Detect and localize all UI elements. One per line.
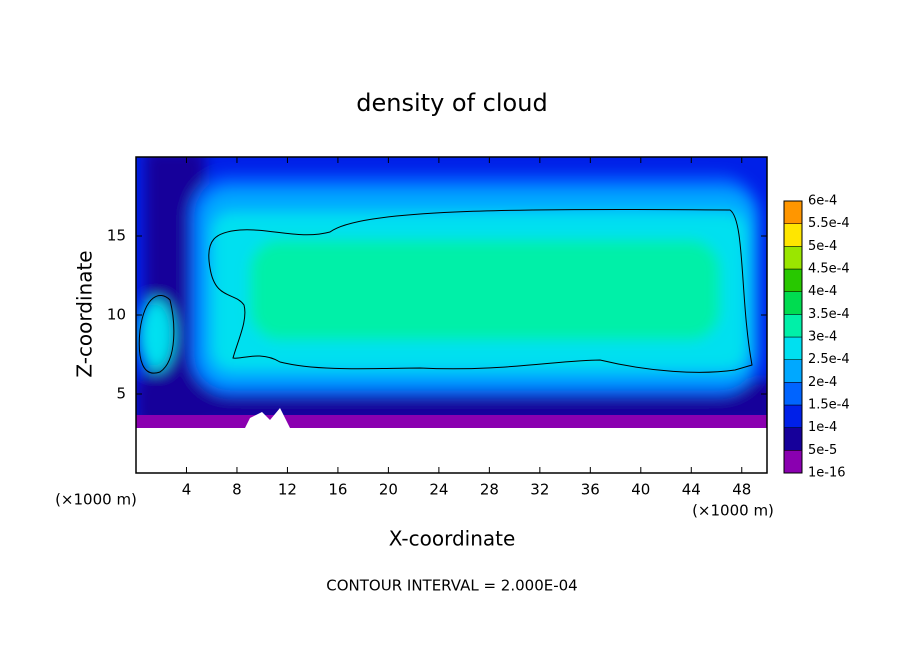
field-layer (136, 408, 767, 473)
colorbar-label: 3e-4 (808, 330, 837, 345)
colorbar-label: 1e-4 (808, 420, 837, 435)
colorbar-label: 2e-4 (808, 375, 837, 390)
contour-field (136, 157, 767, 473)
colorbar-band (783, 268, 803, 292)
colorbar-label: 4e-4 (808, 284, 837, 299)
x-tick-label: 44 (682, 481, 701, 499)
colorbar-band (783, 404, 803, 428)
colorbar-label: 6e-4 (808, 194, 837, 209)
colorbar-label: 5.5e-4 (808, 216, 850, 231)
x-tick-label: 28 (480, 481, 499, 499)
x-axis-label: X-coordinate (389, 527, 516, 551)
y-tick-label: 10 (107, 306, 126, 324)
colorbar-band (783, 314, 803, 338)
field-blend (136, 157, 767, 430)
colorbar-band (783, 450, 803, 474)
x-tick-label: 16 (328, 481, 347, 499)
colorbar-band (783, 291, 803, 315)
x-tick-label: 12 (278, 481, 297, 499)
colorbar-band (783, 427, 803, 451)
annotation: CONTOUR INTERVAL = 2.000E-04 (326, 577, 577, 595)
x-tick-label: 40 (631, 481, 650, 499)
colorbar-label: 4.5e-4 (808, 262, 850, 277)
colorbar-band (783, 359, 803, 383)
field-layer (250, 240, 720, 340)
x-tick-label: 36 (581, 481, 600, 499)
y-tick-label: 15 (107, 227, 126, 245)
y-axis-label: Z-coordinate (73, 250, 97, 377)
colorbar-frame (783, 200, 803, 474)
x-tick-label: 24 (429, 481, 448, 499)
colorbar-label: 5e-5 (808, 443, 837, 458)
field-layer (136, 415, 767, 429)
field-layer (138, 299, 174, 371)
colorbar-label: 3.5e-4 (808, 307, 850, 322)
x-tick-label: 4 (182, 481, 192, 499)
x-tick-label: 32 (530, 481, 549, 499)
x-tick-label: 20 (379, 481, 398, 499)
colorbar-label: 5e-4 (808, 239, 837, 254)
colorbar-label: 2.5e-4 (808, 352, 850, 367)
colorbar-band (783, 200, 803, 224)
chart-title: density of cloud (356, 89, 547, 117)
x-tick-label: 8 (232, 481, 242, 499)
colorbar-band (783, 246, 803, 270)
y-unit: (×1000 m) (55, 491, 137, 509)
colorbar-label: 1e-16 (808, 466, 846, 481)
colorbar-band (783, 336, 803, 360)
x-unit: (×1000 m) (692, 502, 774, 520)
y-tick-label: 5 (116, 385, 126, 403)
colorbar-label: 1.5e-4 (808, 398, 850, 413)
x-tick-label: 48 (732, 481, 751, 499)
colorbar-band (783, 223, 803, 247)
contour-line (138, 208, 753, 374)
colorbar-band (783, 382, 803, 406)
